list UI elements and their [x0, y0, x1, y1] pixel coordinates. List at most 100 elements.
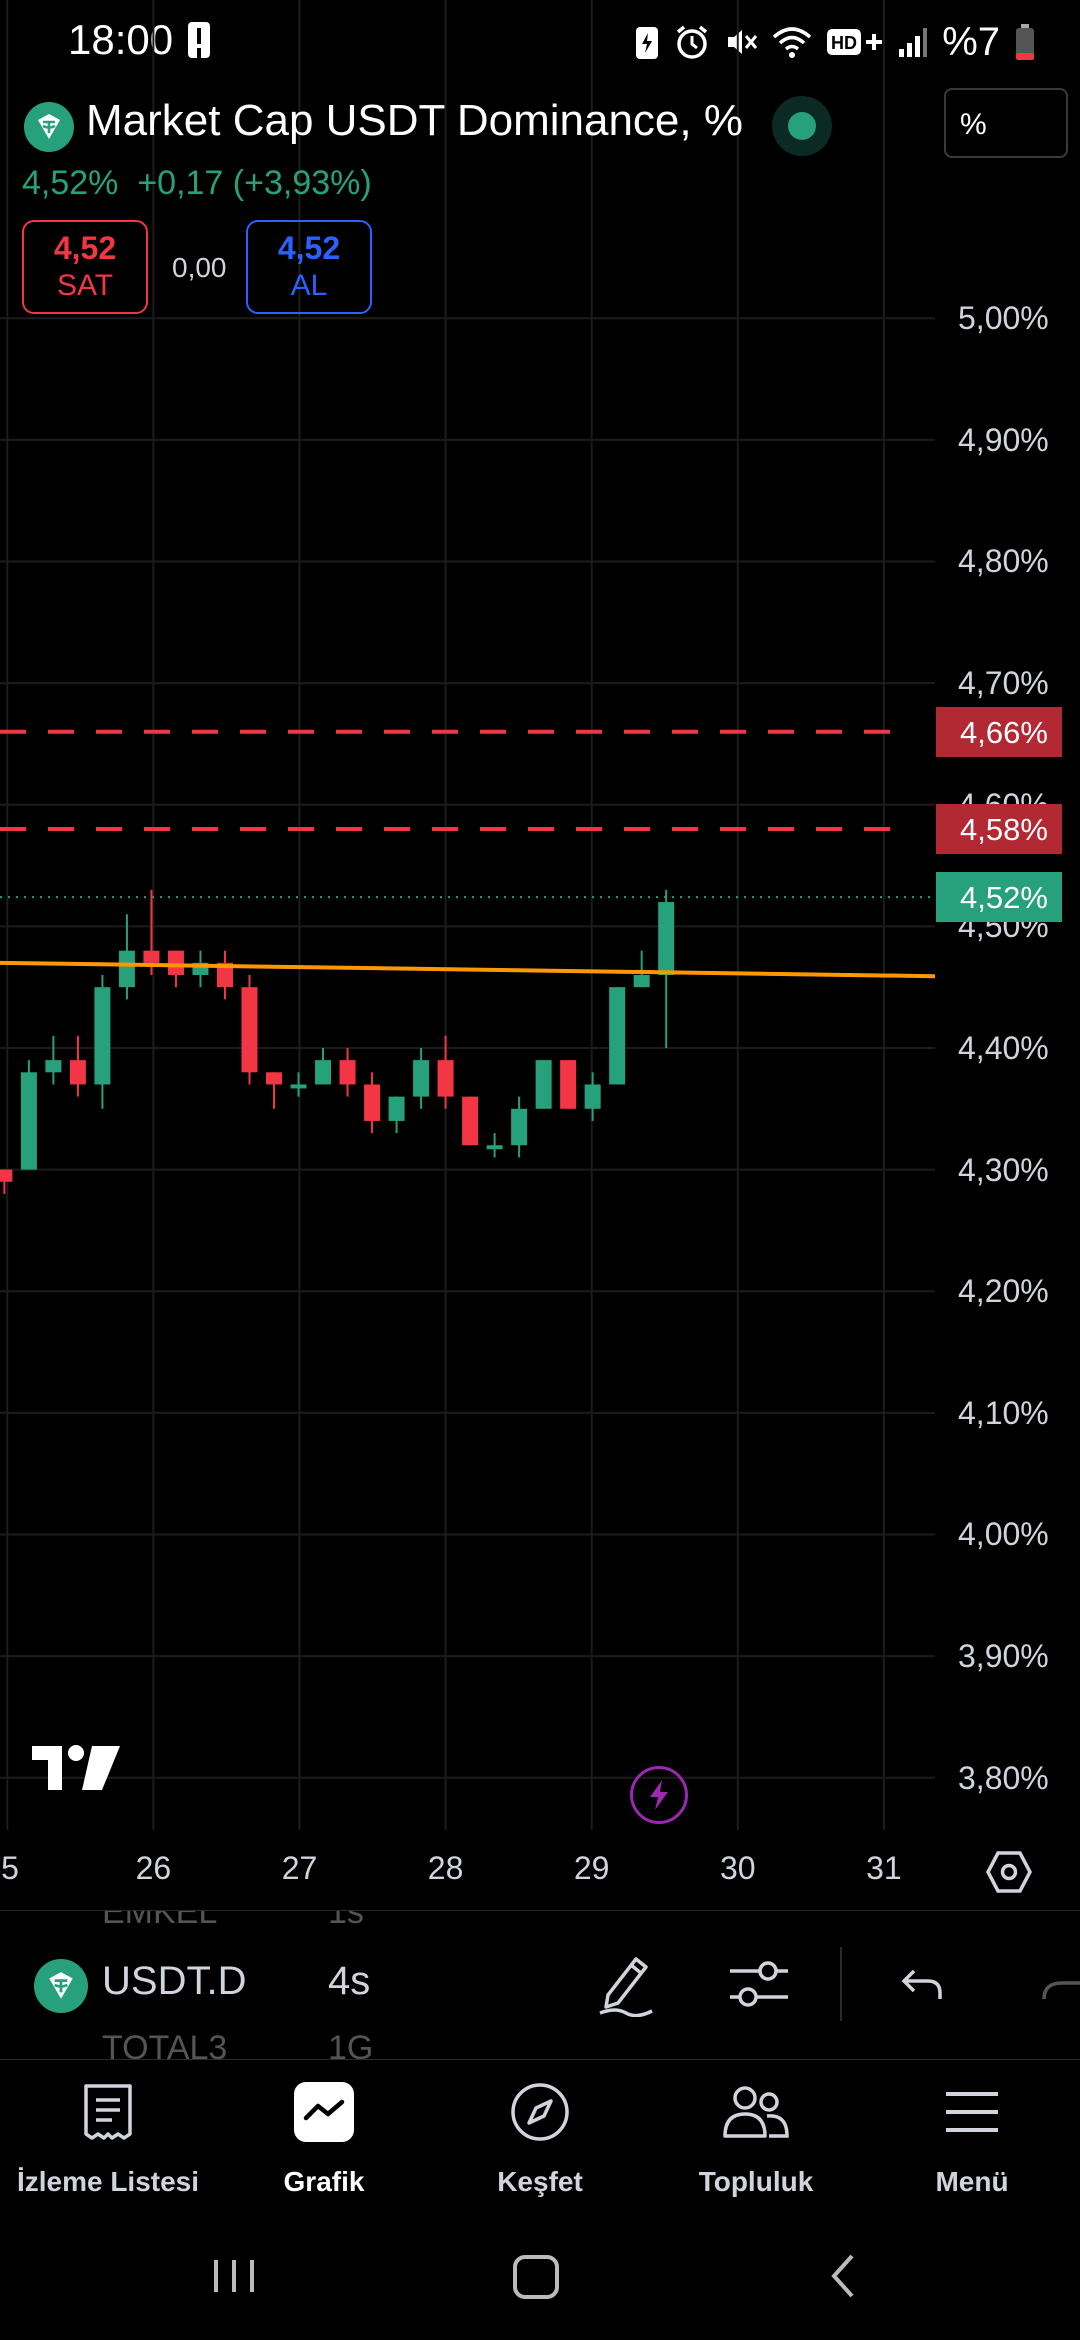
sell-button[interactable]: 4,52 SAT — [22, 220, 148, 314]
chart-title[interactable]: Market Cap USDT Dominance, % — [86, 96, 743, 145]
candle-body — [216, 962, 233, 988]
candle-body — [560, 1060, 577, 1109]
status-bar: 18:00 HD %7 — [0, 0, 1080, 84]
toolbar-divider — [840, 1947, 842, 2021]
community-icon — [723, 2086, 789, 2138]
x-axis-label: 5 — [1, 1850, 19, 1886]
x-axis-label: 29 — [573, 1850, 610, 1886]
y-axis-label: 3,90% — [958, 1638, 1049, 1675]
last-price-tag[interactable]: 4,52% — [936, 872, 1062, 923]
svg-text:HD: HD — [831, 33, 857, 53]
sell-price: 4,52 — [53, 230, 117, 266]
status-icons: HD %7 — [634, 18, 1036, 66]
candle-body — [143, 950, 160, 963]
tether-logo-icon — [34, 1959, 88, 2013]
x-axis-label: 30 — [719, 1850, 756, 1886]
symbol-selector[interactable]: USDT.D — [102, 1959, 247, 2003]
hd-plus-icon: HD — [827, 29, 883, 55]
interval-selector[interactable]: 4s — [328, 1959, 371, 2003]
y-axis-label: 4,40% — [958, 1029, 1049, 1066]
sell-label: SAT — [56, 269, 114, 302]
nav-chart[interactable]: Grafik — [216, 2076, 432, 2198]
chart-toolbar: EMKEL 1s TOTAL3 1G USDT.D 4s — [0, 1910, 1080, 2060]
prev-symbol[interactable]: EMKEL — [102, 1910, 218, 1931]
candle-body — [315, 1060, 332, 1085]
menu-icon — [946, 2092, 998, 2132]
chart-area[interactable]: 5,00%4,90%4,80%4,70%4,60%4,50%4,40%4,30%… — [0, 0, 1080, 1910]
tradingview-logo[interactable] — [32, 1744, 120, 1792]
prev-interval[interactable]: 1s — [328, 1910, 364, 1931]
nav-community[interactable]: Topluluk — [648, 2076, 864, 2198]
pencil-icon[interactable] — [596, 1951, 656, 2017]
x-axis-label: 28 — [427, 1850, 464, 1886]
home-icon[interactable] — [510, 2246, 562, 2306]
candle-body — [20, 1072, 37, 1170]
last-price: 4,52% — [22, 164, 119, 202]
price-chart[interactable] — [0, 0, 1080, 1910]
signal-icon — [899, 28, 928, 57]
nav-label: Keşfet — [497, 2166, 583, 2197]
x-axis-label: 27 — [281, 1850, 318, 1886]
status-time: 18:00 — [68, 16, 174, 63]
nav-watchlist[interactable]: İzleme Listesi — [0, 2076, 216, 2198]
candle-body — [486, 1145, 503, 1150]
candle-body — [658, 902, 675, 975]
market-status-indicator[interactable] — [772, 96, 832, 156]
candle-body — [45, 1060, 62, 1073]
candle-body — [462, 1096, 479, 1146]
flash-icon[interactable] — [630, 1766, 688, 1824]
y-axis-label: 4,00% — [958, 1516, 1049, 1553]
nav-menu[interactable]: Menü — [864, 2076, 1080, 2198]
y-axis-label: 4,30% — [958, 1151, 1049, 1188]
candle-body — [118, 950, 135, 988]
y-axis-label: 5,00% — [958, 300, 1049, 337]
tether-logo-icon — [24, 102, 74, 152]
bottom-nav: İzleme Listesi Grafik Keşfet — [0, 2060, 1080, 2230]
candle-body — [584, 1084, 601, 1109]
recent-apps-icon[interactable] — [210, 2246, 258, 2306]
candle-body — [241, 987, 258, 1073]
y-axis-label: 4,90% — [958, 421, 1049, 458]
candle-body — [290, 1084, 307, 1089]
candle-body — [339, 1060, 356, 1085]
candle-body — [69, 1060, 86, 1085]
nav-explore[interactable]: Keşfet — [432, 2076, 648, 2198]
next-interval[interactable]: 1G — [328, 2029, 374, 2060]
alarm-icon — [677, 25, 708, 59]
battery-percent: %7 — [942, 19, 1000, 64]
battery-icon — [1016, 24, 1034, 60]
candle-body — [364, 1084, 381, 1121]
scale-toggle-button[interactable]: % — [944, 88, 1068, 158]
indicators-icon[interactable] — [728, 1951, 790, 2017]
spread-value: 0,00 — [172, 252, 227, 283]
candle-body — [437, 1060, 454, 1097]
y-axis-label: 3,80% — [958, 1759, 1049, 1796]
candle-body — [94, 987, 111, 1085]
nav-label: Topluluk — [698, 2166, 814, 2197]
alert-price-tag[interactable]: 4,58% — [936, 804, 1062, 855]
x-axis-label: 31 — [866, 1850, 902, 1886]
chart-icon — [294, 2082, 354, 2142]
x-axis-label: 26 — [135, 1850, 172, 1886]
price-summary: 4,52% +0,17 (+3,93%) — [22, 164, 372, 203]
chart-settings-icon[interactable] — [986, 1850, 1032, 1894]
undo-icon[interactable] — [898, 1951, 946, 2017]
price-change: +0,17 (+3,93%) — [137, 164, 372, 202]
watchlist-icon — [84, 2084, 132, 2140]
redo-icon[interactable] — [1038, 1951, 1080, 2017]
alert-icon — [188, 22, 210, 58]
nav-label: İzleme Listesi — [16, 2166, 200, 2197]
y-axis-label: 4,20% — [958, 1273, 1049, 1310]
alert-price-tag[interactable]: 4,66% — [936, 706, 1062, 757]
back-icon[interactable] — [822, 2246, 862, 2306]
candle-body — [511, 1108, 528, 1146]
battery-saver-icon — [636, 27, 659, 59]
candle-body — [535, 1060, 552, 1109]
candle-body — [413, 1060, 430, 1097]
y-axis-label: 4,70% — [958, 665, 1049, 702]
nav-label: Menü — [935, 2166, 1009, 2197]
candle-body — [167, 950, 184, 975]
nav-label: Grafik — [283, 2166, 365, 2197]
next-symbol[interactable]: TOTAL3 — [102, 2029, 228, 2060]
buy-button[interactable]: 4,52 AL — [246, 220, 372, 314]
